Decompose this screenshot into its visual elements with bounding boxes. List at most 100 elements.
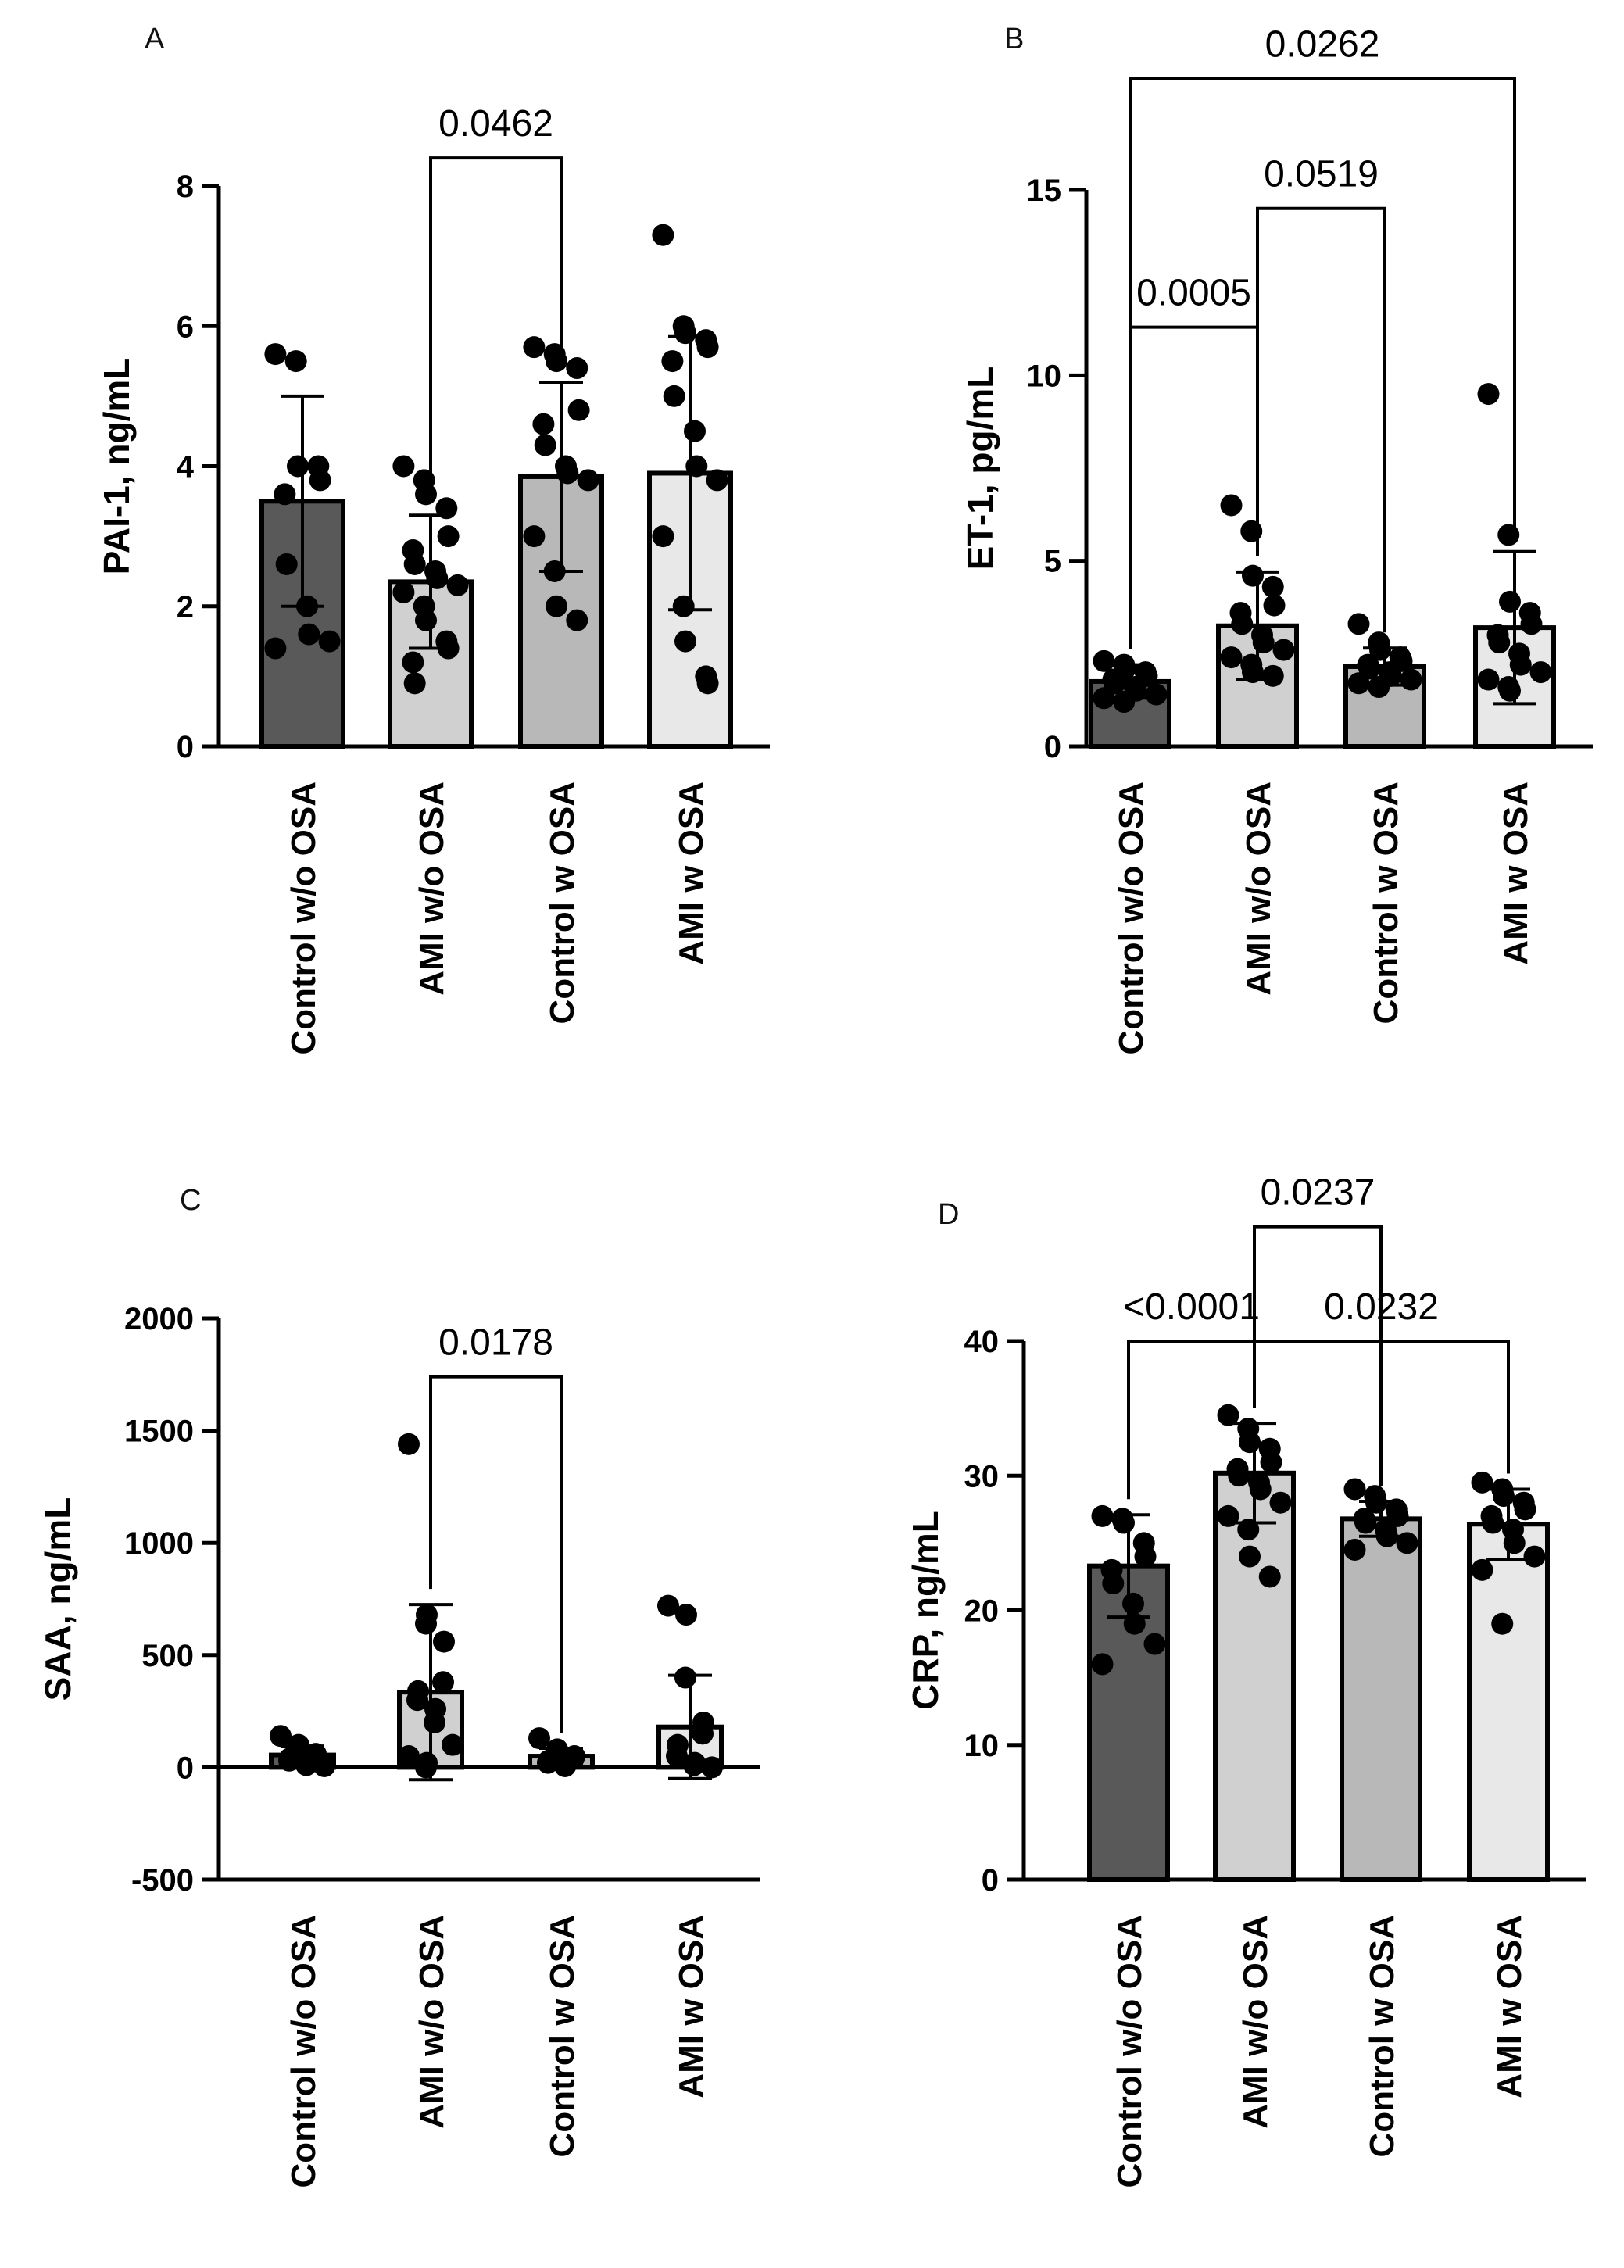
p-value-label: 0.0237 xyxy=(1261,1172,1375,1214)
data-point xyxy=(1269,1491,1292,1514)
bar xyxy=(1467,1522,1550,1882)
data-point xyxy=(534,434,556,456)
y-tick-label: 5 xyxy=(1044,545,1061,579)
data-point xyxy=(309,469,331,492)
y-axis-label: PAI-1, ng/mL xyxy=(96,358,137,575)
y-axis-label: SAA, ng/mL xyxy=(38,1497,78,1701)
y-tick-label: 10 xyxy=(1027,359,1062,393)
y-tick-label: 8 xyxy=(177,170,194,204)
data-point xyxy=(1134,1545,1157,1568)
chart-panel-a: A 0 2 4 6 8 Control w/o OSA AMI w/o OSA Control … xyxy=(96,23,770,1055)
data-point xyxy=(433,1630,455,1653)
p-value-label: 0.0462 xyxy=(438,103,553,145)
data-point xyxy=(1497,524,1520,546)
data-point xyxy=(318,630,341,653)
data-point xyxy=(1220,646,1243,669)
panel-letter: A xyxy=(145,23,165,55)
y-tick-label: 500 xyxy=(141,1639,194,1673)
y-tick-label: 10 xyxy=(964,1729,1000,1763)
data-point xyxy=(1471,1558,1493,1581)
data-point xyxy=(674,630,696,653)
chart-panel-c: C -500 0 500 1000 1500 2000 Control w/o OSA AMI … xyxy=(38,1184,760,2188)
data-point xyxy=(1102,1572,1125,1595)
x-category-label: AMI w OSA xyxy=(672,1915,710,2098)
data-point xyxy=(1477,383,1500,406)
y-tick-label: 40 xyxy=(964,1325,1000,1359)
data-point xyxy=(1488,631,1511,654)
data-point xyxy=(666,1745,688,1768)
p-value-label: <0.0001 xyxy=(1123,1286,1260,1328)
data-point xyxy=(415,1612,437,1635)
data-point xyxy=(296,595,318,617)
significance-bracket xyxy=(1256,206,1386,633)
data-point xyxy=(1260,1451,1282,1474)
y-tick-label: 30 xyxy=(964,1459,1000,1494)
data-point xyxy=(674,1666,696,1689)
data-point xyxy=(264,343,287,366)
data-point xyxy=(1347,672,1370,695)
data-point xyxy=(537,1751,559,1774)
data-point xyxy=(1493,1485,1515,1508)
data-point xyxy=(437,525,460,548)
x-category-label: Control w/o OSA xyxy=(284,1915,323,2188)
data-point xyxy=(1228,1465,1250,1487)
bar xyxy=(1340,1516,1422,1882)
data-point xyxy=(295,1754,317,1776)
data-point xyxy=(1122,1592,1144,1615)
data-point xyxy=(1343,1478,1366,1501)
y-tick-label: -500 xyxy=(131,1863,194,1898)
significance-bracket xyxy=(1129,77,1516,649)
x-category-label: Control w OSA xyxy=(1363,1915,1401,2157)
data-point xyxy=(1263,594,1286,617)
data-point xyxy=(437,637,460,660)
p-value-label: 0.0178 xyxy=(438,1322,553,1364)
data-point xyxy=(435,497,458,520)
data-point xyxy=(556,462,579,485)
data-point xyxy=(567,399,590,421)
data-point xyxy=(1365,1491,1387,1514)
data-point xyxy=(1220,494,1243,517)
data-point xyxy=(696,672,719,695)
data-point xyxy=(1272,639,1295,661)
data-point xyxy=(426,567,449,589)
data-point xyxy=(1093,649,1115,672)
data-point xyxy=(403,672,426,695)
data-point xyxy=(532,413,555,435)
data-point xyxy=(1252,631,1275,654)
y-tick-label: 0 xyxy=(1044,730,1061,764)
data-point xyxy=(652,525,674,548)
data-point xyxy=(1368,676,1390,699)
data-point xyxy=(284,350,307,373)
data-point xyxy=(1123,1612,1146,1635)
data-point xyxy=(278,1749,300,1772)
y-tick-label: 15 xyxy=(1027,173,1062,208)
data-point xyxy=(657,1594,679,1617)
data-point xyxy=(406,1689,428,1712)
data-point xyxy=(528,1727,550,1750)
data-point xyxy=(402,651,424,674)
data-point xyxy=(1369,639,1391,661)
data-point xyxy=(672,595,695,617)
data-point xyxy=(683,1754,705,1776)
data-point xyxy=(1258,1565,1281,1588)
data-point xyxy=(1354,1511,1377,1534)
data-point xyxy=(1242,564,1264,587)
data-point xyxy=(275,553,298,575)
data-point xyxy=(1240,520,1263,542)
data-point xyxy=(1477,668,1500,691)
data-point xyxy=(1400,668,1422,691)
y-axis-label: ET-1, pg/mL xyxy=(960,367,1000,571)
data-point xyxy=(313,1755,335,1777)
y-tick-label: 1500 xyxy=(124,1415,194,1449)
data-point xyxy=(398,1433,420,1455)
data-point xyxy=(1113,1511,1135,1534)
data-point xyxy=(566,357,588,380)
data-point xyxy=(1239,1431,1261,1454)
data-point xyxy=(287,455,309,478)
data-point xyxy=(685,455,708,478)
data-point xyxy=(1520,613,1543,635)
data-point xyxy=(1217,1504,1239,1527)
data-point xyxy=(1509,653,1532,676)
data-point xyxy=(554,1755,576,1777)
